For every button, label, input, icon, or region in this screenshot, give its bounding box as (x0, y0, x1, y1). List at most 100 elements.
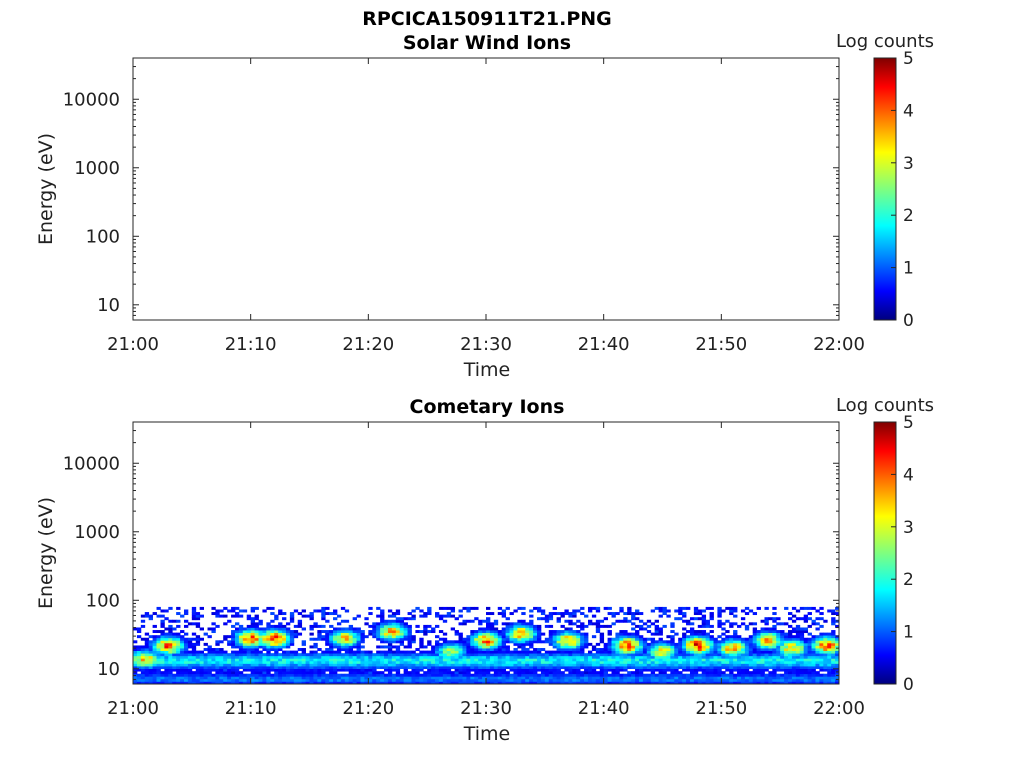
heatmap-cell (631, 676, 636, 680)
heatmap-cell (368, 666, 373, 669)
heatmap-cell (458, 655, 463, 659)
heatmap-cell (533, 648, 538, 651)
heatmap-cell (262, 671, 267, 675)
heatmap-cell (438, 650, 444, 654)
heatmap-cell (136, 648, 142, 651)
heatmap-cell (486, 640, 491, 644)
heatmap-cell (207, 663, 212, 667)
heatmap-cell (395, 632, 401, 636)
heatmap-cell (740, 666, 746, 669)
heatmap-cell (811, 650, 816, 654)
heatmap-cell (486, 681, 491, 684)
heatmap-cell (686, 645, 691, 649)
heatmap-cell (340, 606, 346, 610)
heatmap-cell (254, 660, 259, 664)
heatmap-cell (466, 606, 471, 610)
heatmap-cell (744, 624, 750, 628)
heatmap-cell (348, 671, 354, 675)
heatmap-cell (195, 642, 201, 646)
heatmap-cell (536, 668, 542, 672)
heatmap-cell (831, 671, 836, 675)
heatmap-cell (372, 630, 377, 634)
heatmap-cell (693, 630, 699, 634)
heatmap-cell (568, 619, 573, 623)
heatmap-cell (274, 650, 279, 654)
heatmap-cell (321, 612, 326, 616)
heatmap-cell (513, 653, 518, 657)
heatmap-cell (501, 676, 507, 680)
heatmap-cell (521, 624, 526, 628)
heatmap-cell (333, 640, 338, 644)
heatmap-cell (517, 619, 522, 623)
heatmap-cell (223, 635, 228, 639)
heatmap-cell (631, 655, 636, 659)
heatmap-cell (164, 663, 169, 667)
heatmap-cell (231, 645, 236, 649)
heatmap-cell (458, 676, 463, 680)
heatmap-cell (195, 668, 201, 672)
heatmap-cell (521, 681, 526, 684)
heatmap-cell (250, 666, 255, 669)
heatmap-cell (611, 637, 616, 641)
heatmap-cell (803, 617, 809, 621)
heatmap-cell (666, 640, 671, 644)
heatmap-cell (478, 627, 483, 631)
heatmap-cell (231, 653, 236, 657)
heatmap-cell (423, 658, 428, 662)
heatmap-cell (478, 619, 483, 623)
heatmap-cell (540, 678, 546, 682)
heatmap-cell (427, 624, 432, 628)
heatmap-cell (384, 619, 389, 623)
heatmap-cell (486, 630, 491, 634)
heatmap-cell (136, 681, 142, 684)
heatmap-cell (384, 622, 389, 626)
heatmap-cell (584, 671, 589, 675)
heatmap-cell (352, 650, 357, 654)
heatmap-cell (195, 673, 201, 677)
heatmap-cell (403, 658, 408, 662)
heatmap-cell (521, 660, 526, 664)
heatmap-cell (701, 673, 707, 677)
heatmap-cell (462, 660, 467, 664)
heatmap-cell (646, 653, 652, 657)
heatmap-cell (803, 645, 809, 649)
heatmap-cell (568, 632, 573, 636)
heatmap-cell (744, 676, 750, 680)
heatmap-cell (811, 663, 816, 667)
heatmap-cell (501, 666, 507, 669)
heatmap-cell (246, 658, 252, 662)
heatmap-cell (164, 640, 169, 644)
heatmap-cell (333, 637, 338, 641)
heatmap-cell (725, 635, 730, 639)
heatmap-cell (195, 653, 201, 657)
heatmap-cell (258, 637, 263, 641)
heatmap-cell (403, 676, 408, 680)
heatmap-cell (466, 660, 471, 664)
heatmap-cell (403, 622, 408, 626)
heatmap-cell (470, 681, 475, 684)
heatmap-cell (482, 632, 487, 636)
heatmap-cell (615, 663, 620, 667)
heatmap-cell (395, 655, 401, 659)
heatmap-cell (717, 648, 722, 651)
heatmap-cell (478, 673, 483, 677)
heatmap-cell (478, 640, 483, 644)
heatmap-cell (599, 658, 605, 662)
heatmap-cell (403, 617, 408, 621)
heatmap-cell (799, 627, 805, 631)
heatmap-cell (772, 668, 777, 672)
heatmap-cell (493, 660, 499, 664)
heatmap-cell (831, 640, 836, 644)
heatmap-cell (164, 673, 169, 677)
heatmap-cell (536, 655, 542, 659)
heatmap-cell (242, 658, 248, 662)
heatmap-cell (576, 671, 581, 675)
heatmap-cell (615, 648, 620, 651)
heatmap-cell (544, 619, 550, 623)
heatmap-cell (599, 655, 605, 659)
heatmap-cell (529, 642, 534, 646)
heatmap-cell (705, 658, 710, 662)
heatmap-cell (540, 653, 546, 657)
heatmap-cell (462, 637, 467, 641)
heatmap-cell (489, 663, 495, 667)
